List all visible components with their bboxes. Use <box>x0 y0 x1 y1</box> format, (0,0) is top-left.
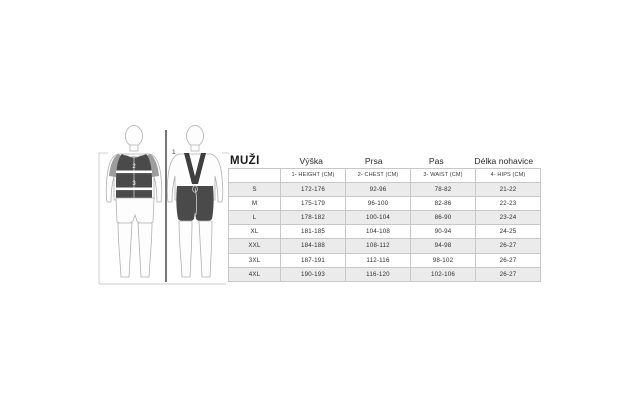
height-measure-line: 1 <box>165 130 176 282</box>
measurements-table: 1- HEIGHT (CM) 2- CHEST (CM) 3- WAIST (C… <box>228 168 541 282</box>
cell-waist: 82-86 <box>410 195 476 211</box>
subheader-chest: 2- CHEST (CM) <box>345 168 411 183</box>
cell-waist: 86-90 <box>410 209 476 226</box>
cell-waist: 90-94 <box>410 224 476 240</box>
waist-measure-band: 3 <box>116 181 152 191</box>
cell-waist: 94-98 <box>410 238 476 254</box>
measurement-illustration: 2 3 1 <box>96 122 230 288</box>
column-title-chest: Prsa <box>364 156 383 166</box>
column-title-waist: Pas <box>428 156 444 166</box>
cell-hips: 26-27 <box>475 238 541 254</box>
subheader-height: 1- HEIGHT (CM) <box>280 168 346 183</box>
cell-size: XL <box>228 224 281 240</box>
chest-marker-label: 2 <box>132 164 136 170</box>
table-row: 4XL 190-193 116-120 102-106 26-27 <box>228 266 541 282</box>
cell-hips: 26-27 <box>475 266 541 282</box>
cell-waist: 78-82 <box>410 181 476 197</box>
cell-chest: 96-100 <box>345 195 411 211</box>
cell-waist: 102-106 <box>410 266 476 282</box>
size-chart-table: MUŽI Výška Prsa Pas Délka nohavice 1- HE… <box>228 142 541 282</box>
left-measure-bracket <box>98 152 226 285</box>
cell-chest: 108-112 <box>345 238 411 254</box>
column-title-height: Výška <box>299 156 323 166</box>
cell-size: S <box>228 181 281 197</box>
cell-height: 175-179 <box>280 195 346 211</box>
cell-chest: 116-120 <box>345 266 411 282</box>
cell-size: L <box>228 209 281 226</box>
chest-measure-band: 2 <box>116 164 152 174</box>
cell-hips: 22-23 <box>475 195 541 211</box>
cell-height: 172-176 <box>280 181 346 197</box>
cell-size: M <box>228 195 281 211</box>
cell-size: 3XL <box>228 252 281 268</box>
table-header-row: MUŽI Výška Prsa Pas Délka nohavice <box>228 142 540 168</box>
height-marker-label: 1 <box>172 149 176 156</box>
front-view-jersey-figure: 2 3 <box>105 125 163 278</box>
cell-hips: 23-24 <box>475 209 541 226</box>
table-row: S 172-176 92-96 78-82 21-22 <box>228 181 541 197</box>
cell-height: 181-185 <box>280 224 346 240</box>
cell-height: 187-191 <box>280 252 346 268</box>
table-row: 3XL 187-191 112-116 98-102 26-27 <box>228 252 541 268</box>
table-row: L 178-182 100-104 86-90 23-24 <box>228 209 541 226</box>
cell-height: 190-193 <box>280 266 346 282</box>
subheader-blank <box>228 168 281 183</box>
table-row: XL 181-185 104-108 90-94 24-25 <box>228 224 541 240</box>
subheader-hips: 4- HIPS (CM) <box>475 168 541 183</box>
cell-chest: 92-96 <box>345 181 411 197</box>
table-row: M 175-179 96-100 82-86 22-23 <box>228 195 541 211</box>
waist-marker-label: 3 <box>132 181 136 187</box>
cell-hips: 21-22 <box>475 181 541 197</box>
table-subheader-row: 1- HEIGHT (CM) 2- CHEST (CM) 3- WAIST (C… <box>228 168 541 183</box>
column-title-hips: Délka nohavice <box>474 156 534 166</box>
cell-size: 4XL <box>228 266 281 282</box>
cell-chest: 100-104 <box>345 209 411 226</box>
cell-size: XXL <box>228 238 281 254</box>
cell-chest: 104-108 <box>345 224 411 240</box>
cell-height: 184-188 <box>280 238 346 254</box>
subheader-waist: 3- WAIST (CM) <box>410 168 476 183</box>
table-title: MUŽI <box>230 155 260 167</box>
table-row: XXL 184-188 108-112 94-98 26-27 <box>228 238 541 254</box>
cell-height: 178-182 <box>280 209 346 226</box>
cell-hips: 26-27 <box>475 252 541 268</box>
cell-waist: 98-102 <box>410 252 476 268</box>
cell-chest: 112-116 <box>345 252 411 268</box>
bib-shorts-figure <box>166 125 224 278</box>
cell-hips: 24-25 <box>475 224 541 240</box>
